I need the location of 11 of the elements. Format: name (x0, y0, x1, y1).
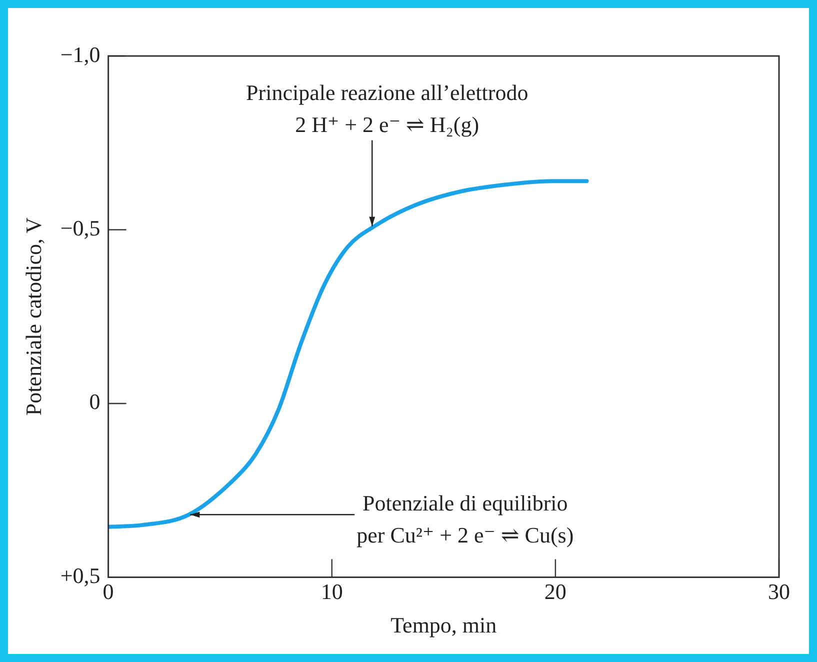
x-tick-label: 30 (768, 579, 790, 604)
y-tick-label: 0 (89, 389, 100, 414)
annotation: Potenziale di equilibrio per Cu²⁺ + 2 e⁻ ⇌ Cu(s) (356, 490, 574, 548)
annotation: Principale reazione all’elettrodo 2 H⁺ + 2 e⁻ ⇌ H₂(g) (246, 80, 528, 138)
y-tick-label: +0,5 (60, 562, 100, 588)
y-tick-label: −0,5 (60, 216, 100, 241)
x-tick-label: 20 (544, 579, 566, 604)
y-tick-label: −1,0 (60, 42, 100, 67)
x-tick-label: 10 (320, 579, 343, 604)
x-axis-title: Tempo, min (390, 612, 497, 638)
y-axis-title: Potenziale catodico, V (20, 217, 46, 416)
